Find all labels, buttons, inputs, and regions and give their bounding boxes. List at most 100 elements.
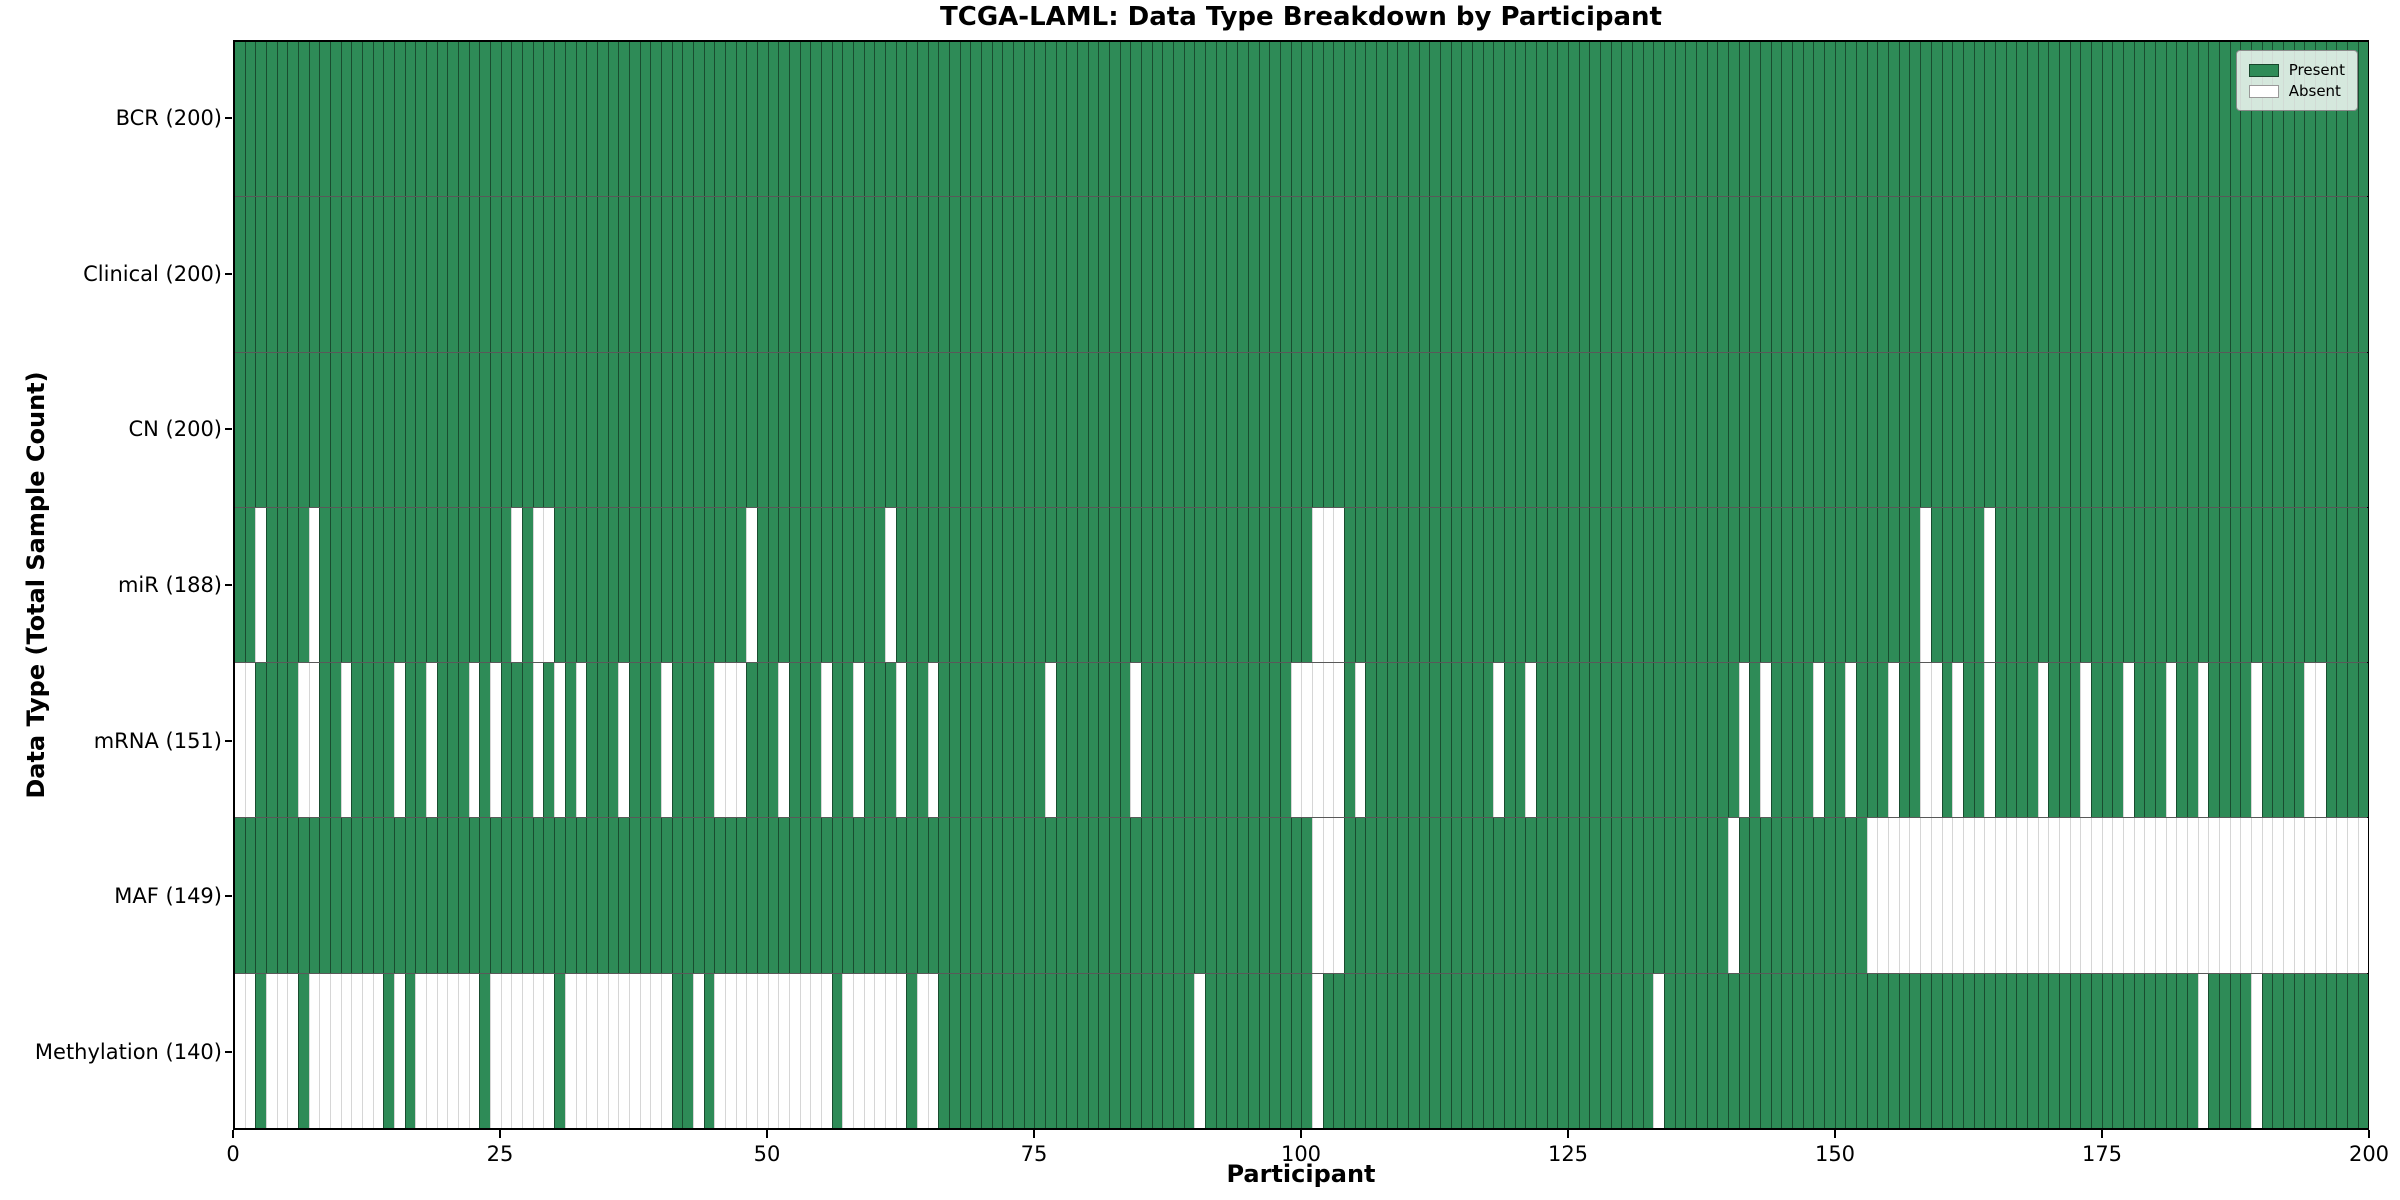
x-tick-label-175: 175 xyxy=(2081,1142,2123,1166)
cell xyxy=(1600,507,1611,663)
x-tick-label-125: 125 xyxy=(1547,1142,1589,1166)
cell xyxy=(660,818,672,973)
cell xyxy=(1973,663,1985,818)
cell xyxy=(1503,42,1515,197)
cell xyxy=(1055,663,1067,818)
cell xyxy=(1834,818,1846,973)
cell xyxy=(596,42,608,197)
cell xyxy=(2144,818,2155,973)
cell xyxy=(1023,352,1035,507)
cell xyxy=(1706,663,1718,818)
cell xyxy=(2165,352,2177,507)
cell xyxy=(2304,507,2316,663)
cell xyxy=(564,42,576,197)
cell xyxy=(1141,197,1152,352)
cell xyxy=(372,818,384,973)
y-tick-label-CN: CN (200) xyxy=(128,417,222,442)
cell xyxy=(2090,197,2102,352)
cell xyxy=(2069,42,2081,197)
cell xyxy=(404,663,416,818)
cell xyxy=(2250,197,2262,352)
cell xyxy=(351,507,363,663)
cell xyxy=(1450,663,1462,818)
cell xyxy=(1333,352,1344,507)
cell xyxy=(842,818,853,973)
cell xyxy=(1525,197,1536,352)
cell xyxy=(714,352,725,507)
cell xyxy=(2112,973,2123,1128)
cell xyxy=(1984,973,1995,1128)
cell xyxy=(735,507,747,663)
cell xyxy=(1418,197,1430,352)
cell xyxy=(1397,507,1408,663)
cell xyxy=(2058,352,2070,507)
cell xyxy=(1397,973,1408,1128)
cell xyxy=(287,42,299,197)
cell xyxy=(564,973,576,1128)
cell xyxy=(564,352,576,507)
cell xyxy=(1279,507,1291,663)
cell xyxy=(1109,507,1120,663)
cell xyxy=(1066,197,1078,352)
cell xyxy=(596,818,608,973)
cell xyxy=(607,42,619,197)
cell xyxy=(2283,352,2294,507)
cell xyxy=(1183,42,1195,197)
cell xyxy=(1375,818,1387,973)
cell xyxy=(1802,197,1814,352)
cell xyxy=(1087,42,1099,197)
cell xyxy=(2154,42,2166,197)
cell xyxy=(255,42,267,197)
cell xyxy=(1183,818,1195,973)
cell xyxy=(1973,42,1985,197)
cell xyxy=(1674,818,1686,973)
cell xyxy=(1653,663,1665,818)
cell xyxy=(1610,818,1622,973)
cell xyxy=(1930,663,1942,818)
cell xyxy=(1567,663,1579,818)
cell xyxy=(1898,197,1910,352)
cell xyxy=(276,507,288,663)
cell xyxy=(671,973,683,1128)
cell xyxy=(1439,42,1451,197)
cell xyxy=(543,197,555,352)
cell xyxy=(1407,197,1419,352)
cell xyxy=(639,42,651,197)
cell xyxy=(1087,352,1099,507)
cell xyxy=(2272,818,2283,973)
cell xyxy=(1290,663,1302,818)
cell xyxy=(970,663,982,818)
cell xyxy=(1514,197,1526,352)
cell xyxy=(895,42,907,197)
cell xyxy=(1845,507,1857,663)
cell xyxy=(1717,818,1729,973)
cell xyxy=(340,663,352,818)
cell xyxy=(458,507,469,663)
cell xyxy=(266,507,277,663)
cell xyxy=(842,352,853,507)
cell xyxy=(490,973,501,1128)
cell xyxy=(1984,507,1995,663)
cell xyxy=(2122,507,2134,663)
cell xyxy=(1439,352,1451,507)
cell xyxy=(1781,507,1793,663)
cell xyxy=(1589,663,1600,818)
cell xyxy=(1183,507,1195,663)
cell xyxy=(1535,818,1547,973)
cell xyxy=(1151,352,1163,507)
cell xyxy=(2005,197,2017,352)
cell xyxy=(2133,352,2145,507)
cell xyxy=(436,197,448,352)
cell xyxy=(1770,42,1782,197)
cell xyxy=(468,352,480,507)
cell xyxy=(1247,197,1259,352)
cell xyxy=(1066,42,1078,197)
cell xyxy=(426,818,437,973)
cell xyxy=(2197,42,2209,197)
cell xyxy=(1824,352,1835,507)
cell xyxy=(1450,197,1462,352)
cell xyxy=(1792,42,1803,197)
cell xyxy=(2283,663,2294,818)
cell xyxy=(1237,663,1248,818)
cell xyxy=(1407,663,1419,818)
